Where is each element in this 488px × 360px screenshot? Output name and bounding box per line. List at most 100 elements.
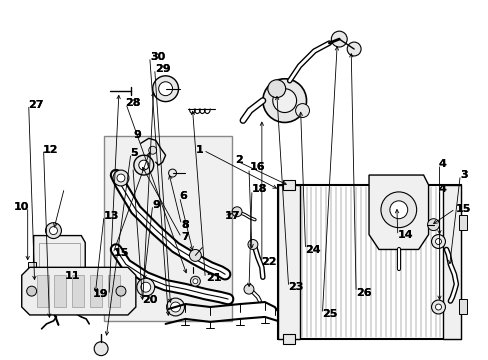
- Text: 1: 1: [195, 145, 203, 155]
- Text: 18: 18: [251, 184, 267, 194]
- Circle shape: [94, 342, 108, 356]
- Bar: [39, 243, 80, 292]
- Circle shape: [192, 279, 198, 284]
- Text: 15: 15: [113, 248, 129, 258]
- Bar: [458, 299, 467, 314]
- Text: 12: 12: [43, 145, 59, 155]
- Bar: [443, 185, 460, 339]
- Circle shape: [190, 276, 200, 286]
- Circle shape: [91, 290, 101, 300]
- Text: 4: 4: [438, 159, 446, 169]
- Circle shape: [137, 278, 154, 296]
- Text: 9: 9: [152, 200, 160, 210]
- Circle shape: [113, 170, 129, 186]
- Text: 8: 8: [181, 220, 189, 230]
- Bar: [104, 136, 232, 321]
- Text: 29: 29: [154, 64, 170, 74]
- Text: 7: 7: [181, 232, 189, 242]
- Circle shape: [435, 304, 441, 310]
- Text: 23: 23: [287, 282, 303, 292]
- Text: 27: 27: [28, 100, 44, 110]
- Text: 20: 20: [142, 295, 158, 305]
- Text: 10: 10: [13, 202, 28, 212]
- Circle shape: [117, 174, 124, 182]
- Text: 16: 16: [249, 162, 264, 172]
- Text: 22: 22: [261, 257, 276, 267]
- Text: 5: 5: [130, 148, 138, 158]
- Circle shape: [267, 80, 285, 98]
- Bar: [277, 185, 299, 339]
- Bar: [28, 262, 36, 274]
- Text: 29: 29: [154, 64, 170, 74]
- Circle shape: [148, 146, 156, 154]
- Text: 23: 23: [287, 282, 303, 292]
- Text: 1: 1: [195, 145, 203, 155]
- Text: 24: 24: [305, 245, 320, 255]
- Bar: [282, 180, 294, 190]
- Text: 30: 30: [150, 52, 165, 62]
- Bar: [458, 215, 467, 230]
- Text: 27: 27: [28, 100, 44, 110]
- Circle shape: [247, 239, 257, 249]
- Text: 4: 4: [438, 184, 446, 194]
- Circle shape: [244, 284, 253, 294]
- Bar: [72, 275, 84, 307]
- Circle shape: [45, 223, 61, 239]
- Circle shape: [152, 76, 178, 102]
- Circle shape: [435, 239, 441, 244]
- Circle shape: [134, 155, 153, 175]
- Text: 11: 11: [65, 271, 81, 282]
- Bar: [108, 275, 120, 307]
- Circle shape: [189, 249, 201, 261]
- Text: 14: 14: [397, 230, 412, 240]
- Text: 9: 9: [133, 130, 141, 140]
- Text: 4: 4: [438, 184, 446, 194]
- Text: 3: 3: [460, 170, 467, 180]
- Text: 14: 14: [397, 230, 412, 240]
- Circle shape: [331, 31, 346, 47]
- Bar: [90, 275, 102, 307]
- Text: 28: 28: [125, 98, 141, 108]
- Circle shape: [346, 42, 360, 56]
- Circle shape: [389, 201, 407, 219]
- Circle shape: [431, 235, 445, 248]
- Circle shape: [232, 207, 242, 217]
- Text: 26: 26: [355, 288, 371, 297]
- Circle shape: [431, 300, 445, 314]
- Text: 16: 16: [249, 162, 264, 172]
- Text: 26: 26: [355, 288, 371, 297]
- Circle shape: [141, 282, 150, 292]
- Circle shape: [116, 286, 126, 296]
- Circle shape: [427, 219, 439, 231]
- Circle shape: [170, 302, 180, 312]
- Circle shape: [166, 298, 184, 316]
- Text: 17: 17: [224, 211, 240, 221]
- Text: 21: 21: [205, 273, 221, 283]
- Circle shape: [158, 82, 172, 96]
- Bar: [54, 275, 66, 307]
- Text: 13: 13: [103, 211, 119, 221]
- Text: 21: 21: [205, 273, 221, 283]
- Text: 9: 9: [133, 130, 141, 140]
- Text: 15: 15: [455, 203, 470, 213]
- Text: 3: 3: [460, 170, 467, 180]
- Text: 13: 13: [103, 211, 119, 221]
- Text: 15: 15: [455, 203, 470, 213]
- Text: 2: 2: [234, 156, 242, 165]
- Text: 20: 20: [142, 295, 158, 305]
- Text: 8: 8: [181, 220, 189, 230]
- Text: 28: 28: [125, 98, 141, 108]
- Circle shape: [139, 160, 148, 170]
- Circle shape: [263, 79, 306, 122]
- Polygon shape: [21, 267, 136, 315]
- Bar: [37, 275, 48, 307]
- Circle shape: [49, 227, 57, 235]
- Text: 22: 22: [261, 257, 276, 267]
- Text: 6: 6: [179, 191, 186, 201]
- Text: 9: 9: [152, 200, 160, 210]
- Text: 5: 5: [130, 148, 138, 158]
- Text: 30: 30: [150, 52, 165, 62]
- Circle shape: [168, 169, 176, 177]
- Text: 18: 18: [251, 184, 267, 194]
- Circle shape: [272, 89, 296, 113]
